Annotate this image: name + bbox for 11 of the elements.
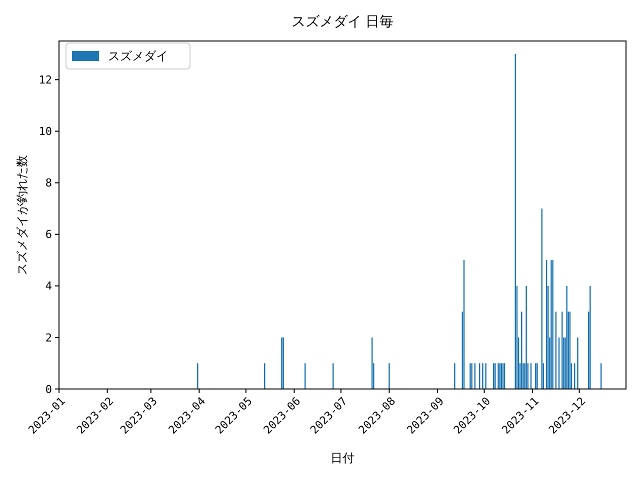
chart-title: スズメダイ 日毎 [291, 14, 394, 30]
y-tick-label: 4 [45, 280, 52, 293]
y-tick-label: 2 [45, 331, 52, 344]
y-axis-title: スズメダイが釣れた数 [15, 155, 29, 275]
y-tick-label: 8 [45, 176, 52, 190]
legend-label: スズメダイ [108, 49, 168, 64]
y-tick-label: 0 [45, 382, 52, 396]
x-axis-title: 日付 [330, 451, 354, 465]
y-tick-label: 10 [38, 125, 52, 138]
y-tick-label: 12 [38, 74, 52, 87]
y-tick-label: 6 [45, 228, 52, 242]
